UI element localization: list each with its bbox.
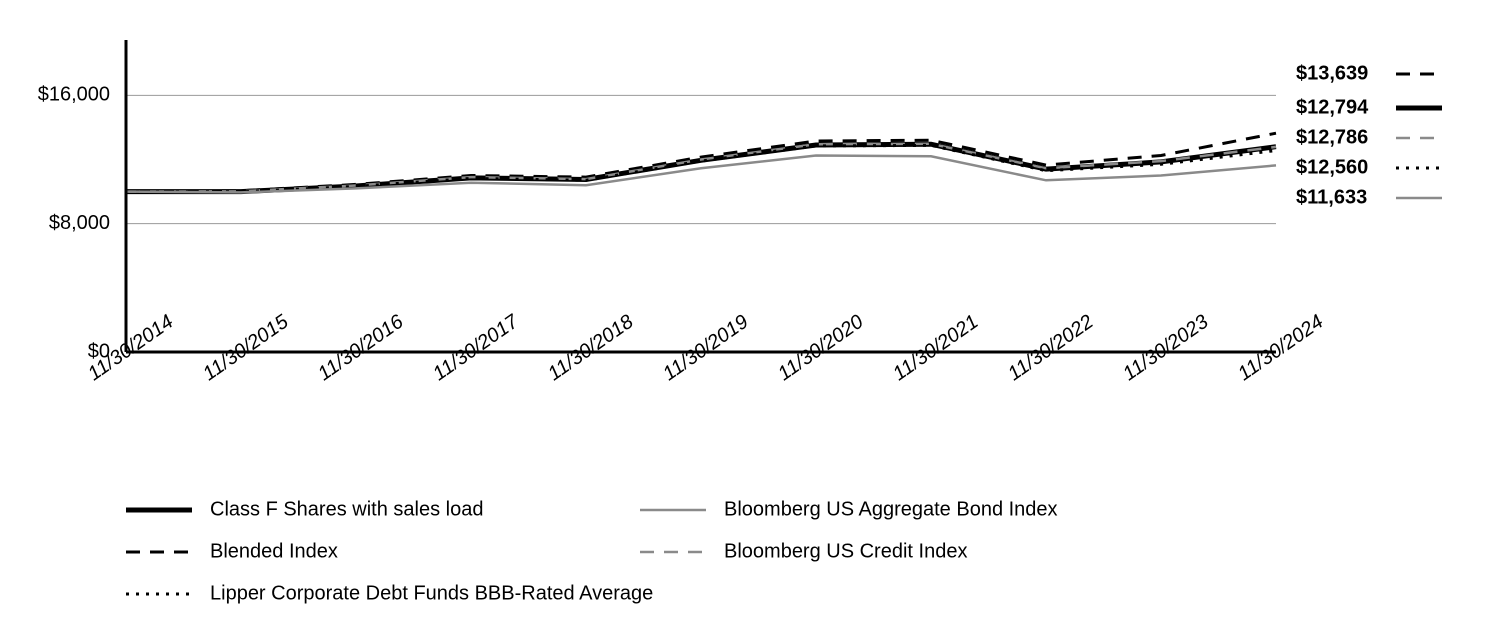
y-tick-label: $8,000 [49,212,110,234]
x-tick-label: 11/30/2022 [1004,311,1097,386]
x-tick: 11/30/2021 [889,311,982,386]
x-tick-label: 11/30/2016 [314,310,408,385]
x-tick-label: 11/30/2019 [659,311,752,386]
x-tick-label: 11/30/2017 [429,310,523,385]
legend-label-lipper: Lipper Corporate Debt Funds BBB-Rated Av… [210,582,653,604]
x-tick: 11/30/2023 [1119,311,1212,386]
end-label-classf: $12,794 [1296,96,1369,118]
legend-item-credit: Bloomberg US Credit Index [640,540,967,562]
end-label-lipper: $12,560 [1296,156,1368,178]
x-tick: 11/30/2017 [429,310,523,385]
legend-label-classf: Class F Shares with sales load [210,498,483,520]
legend-item-lipper: Lipper Corporate Debt Funds BBB-Rated Av… [126,582,653,604]
x-tick-label: 11/30/2020 [774,311,867,386]
legend-item-agg: Bloomberg US Aggregate Bond Index [640,498,1058,520]
x-tick: 11/30/2015 [199,310,293,385]
x-tick-label: 11/30/2021 [889,311,982,386]
x-tick: 11/30/2020 [774,311,867,386]
x-tick: 11/30/2024 [1234,311,1327,386]
x-tick: 11/30/2018 [544,311,637,386]
end-label-agg: $11,633 [1296,186,1367,208]
x-tick: 11/30/2022 [1004,311,1097,386]
legend-label-blended: Blended Index [210,540,338,562]
x-tick-label: 11/30/2015 [199,310,293,385]
legend-item-blended: Blended Index [126,540,338,562]
x-tick-label: 11/30/2024 [1234,311,1327,386]
y-tick-label: $16,000 [38,84,110,106]
end-label-credit: $12,786 [1296,126,1368,148]
end-label-blended: $13,639 [1296,62,1368,84]
legend-item-classf: Class F Shares with sales load [126,498,483,520]
x-tick: 11/30/2019 [659,311,752,386]
x-tick-label: 11/30/2023 [1119,311,1212,386]
legend-label-agg: Bloomberg US Aggregate Bond Index [724,498,1058,520]
legend-label-credit: Bloomberg US Credit Index [724,540,967,562]
x-tick: 11/30/2016 [314,310,408,385]
x-tick-label: 11/30/2018 [544,311,637,386]
